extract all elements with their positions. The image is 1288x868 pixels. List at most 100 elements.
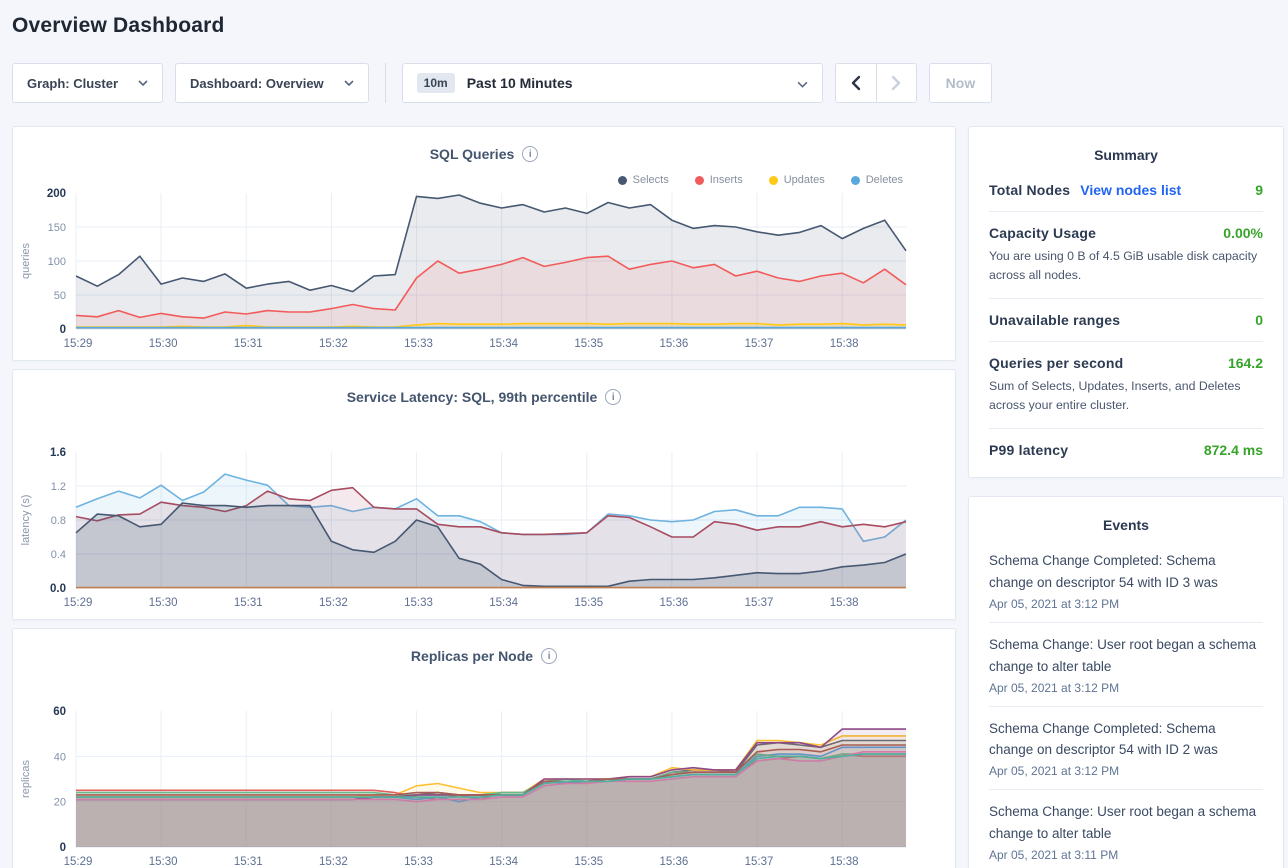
svg-text:15:31: 15:31	[234, 597, 263, 609]
summary-row-value: 0.00%	[1223, 225, 1263, 241]
svg-text:50: 50	[54, 290, 66, 302]
summary-panel: Summary Total Nodes View nodes list 9 Capac…	[968, 126, 1284, 479]
svg-text:15:30: 15:30	[149, 597, 178, 609]
info-icon[interactable]: i	[605, 389, 622, 405]
time-forward-button[interactable]	[875, 64, 916, 102]
svg-text:0.0: 0.0	[50, 583, 66, 595]
charts-column: SQL Queries i Selects Inserts Updates Deletes…	[12, 126, 956, 868]
svg-text:60: 60	[53, 706, 66, 718]
legend-dot-icon	[617, 175, 627, 185]
legend-dot-icon	[768, 175, 778, 185]
svg-text:15:32: 15:32	[319, 338, 348, 350]
svg-text:15:29: 15:29	[64, 338, 93, 350]
legend-dot-icon	[850, 175, 860, 185]
summary-row-value: 164.2	[1227, 355, 1263, 372]
event-item: Schema Change: User root began a schema …	[989, 790, 1263, 868]
svg-text:15:34: 15:34	[489, 856, 518, 868]
summary-row-value: 872.4 ms	[1203, 442, 1263, 459]
view-nodes-list-link[interactable]: View nodes list	[1080, 182, 1182, 198]
svg-text:15:29: 15:29	[64, 597, 93, 609]
summary-row-value: 0	[1255, 312, 1263, 329]
legend-label: Inserts	[709, 174, 743, 186]
svg-text:15:32: 15:32	[319, 856, 348, 868]
event-message[interactable]: Schema Change Completed: Schema change o…	[989, 553, 1218, 591]
time-step-buttons	[834, 63, 917, 103]
summary-row-label: Capacity Usage	[989, 225, 1097, 241]
legend-item: Inserts	[694, 173, 743, 187]
legend-dot-icon	[694, 175, 704, 185]
svg-text:15:30: 15:30	[149, 856, 178, 868]
dashboard-dropdown[interactable]: Dashboard: Overview	[175, 63, 369, 103]
main-content: SQL Queries i Selects Inserts Updates Deletes…	[12, 126, 1284, 868]
chart-legend: Selects Inserts Updates Deletes	[13, 173, 955, 187]
summary-row: Queries per second 164.2 Sum of Selects, U…	[989, 342, 1263, 430]
summary-title: Summary	[1094, 147, 1158, 163]
legend-label: Selects	[632, 174, 669, 186]
svg-text:15:38: 15:38	[830, 856, 859, 868]
legend-item: Selects	[617, 173, 669, 187]
page-title: Overview Dashboard	[12, 14, 225, 37]
svg-text:15:36: 15:36	[660, 856, 689, 868]
sidebar-column: Summary Total Nodes View nodes list 9 Capac…	[968, 126, 1284, 868]
summary-row: Unavailable ranges 0	[989, 299, 1263, 343]
time-range-badge: 10m	[416, 73, 455, 93]
legend-label: Deletes	[865, 174, 903, 186]
graph-scope-dropdown[interactable]: Graph: Cluster	[12, 63, 164, 103]
svg-text:15:34: 15:34	[489, 338, 518, 350]
time-back-button[interactable]	[836, 64, 876, 102]
event-timestamp: Apr 05, 2021 at 3:11 PM	[989, 848, 1119, 863]
chart-plot-area[interactable]: 15:29 15:30 15:31 15:32 15:33 15:34 15:35 15:36…	[13, 187, 957, 360]
chart-plot-area[interactable]: 15:29 15:30 15:31 15:32 15:33 15:34 15:35 15:36…	[13, 705, 957, 868]
svg-text:15:29: 15:29	[64, 856, 93, 868]
chart-plot-area[interactable]: 15:29 15:30 15:31 15:32 15:33 15:34 15:35 15:36…	[13, 446, 957, 619]
svg-text:150: 150	[48, 222, 66, 234]
svg-text:15:31: 15:31	[234, 338, 263, 350]
event-message[interactable]: Schema Change: User root began a schema …	[989, 636, 1257, 674]
svg-text:15:36: 15:36	[660, 597, 689, 609]
event-item: Schema Change Completed: Schema change o…	[989, 539, 1263, 623]
svg-text:15:34: 15:34	[489, 597, 518, 609]
legend-item: Updates	[768, 173, 825, 187]
info-icon[interactable]: i	[541, 648, 558, 664]
event-message[interactable]: Schema Change: User root began a schema …	[989, 804, 1257, 842]
chevron-down-icon	[138, 80, 148, 86]
svg-text:20: 20	[54, 797, 66, 809]
svg-text:0.4: 0.4	[51, 549, 66, 561]
svg-text:15:31: 15:31	[234, 856, 263, 868]
event-timestamp: Apr 05, 2021 at 3:12 PM	[989, 764, 1120, 779]
now-button[interactable]: Now	[928, 63, 993, 103]
svg-text:200: 200	[47, 188, 66, 200]
chart-card: Replicas per Node i 15:29 15:30 15:31 15:32 15…	[12, 628, 956, 868]
svg-text:15:33: 15:33	[404, 597, 433, 609]
time-range-selector[interactable]: 10m Past 10 Minutes	[401, 63, 823, 103]
legend-item: Deletes	[850, 173, 903, 187]
summary-row: P99 latency 872.4 ms	[989, 429, 1263, 471]
chevron-down-icon	[344, 80, 354, 86]
svg-text:15:38: 15:38	[830, 597, 859, 609]
time-range-label: Past 10 Minutes	[466, 75, 573, 91]
svg-text:latency (s): latency (s)	[20, 495, 32, 546]
event-timestamp: Apr 05, 2021 at 3:12 PM	[989, 596, 1120, 611]
summary-row: Capacity Usage 0.00% You are using 0 B of …	[989, 212, 1263, 300]
summary-row-label: P99 latency	[989, 442, 1069, 459]
summary-row-description: You are using 0 B of 4.5 GiB usable disk…	[989, 249, 1258, 283]
chart-title: Replicas per Node	[410, 648, 534, 664]
svg-text:15:35: 15:35	[574, 338, 603, 350]
svg-text:15:33: 15:33	[404, 856, 433, 868]
svg-text:15:30: 15:30	[149, 338, 178, 350]
chevron-down-icon	[797, 76, 808, 91]
event-item: Schema Change Completed: Schema change o…	[989, 707, 1263, 791]
summary-row-label: Total Nodes	[989, 182, 1071, 198]
svg-text:15:35: 15:35	[574, 856, 603, 868]
info-icon[interactable]: i	[522, 146, 539, 162]
summary-row-label: Unavailable ranges	[989, 312, 1121, 329]
event-message[interactable]: Schema Change Completed: Schema change o…	[989, 720, 1218, 758]
svg-text:15:37: 15:37	[745, 338, 774, 350]
svg-text:15:38: 15:38	[830, 338, 859, 350]
graph-scope-label: Graph: Cluster	[27, 75, 119, 91]
svg-text:15:37: 15:37	[745, 856, 774, 868]
svg-text:0: 0	[60, 842, 66, 854]
svg-text:40: 40	[54, 751, 66, 763]
svg-text:15:37: 15:37	[745, 597, 774, 609]
